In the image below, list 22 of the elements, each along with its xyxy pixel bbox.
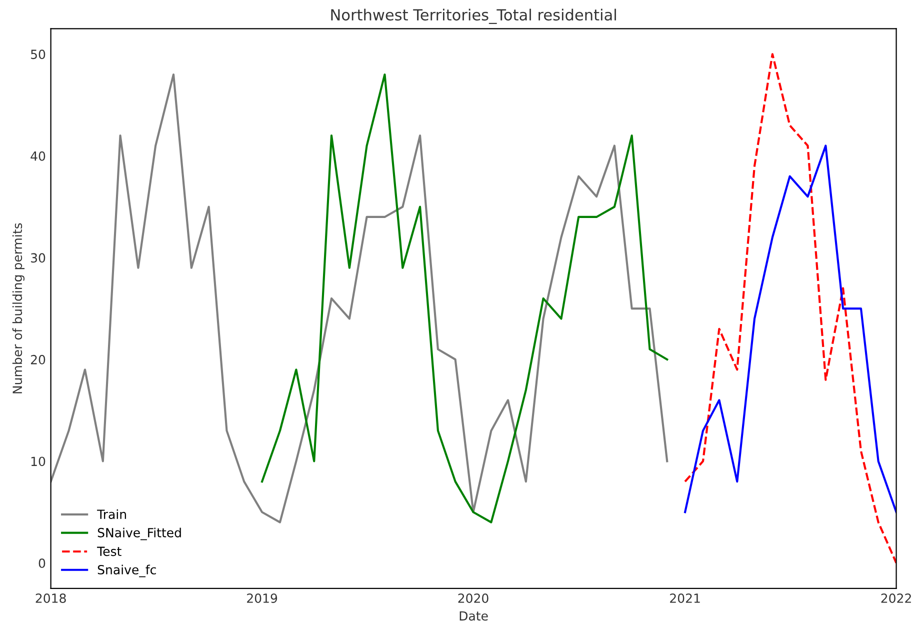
x-tick-label: 2019 [247,594,278,603]
line-series [260,73,668,524]
line-series [684,53,896,564]
y-axis-title: Number of building permits [12,223,24,394]
y-tick-label: 10 [31,456,46,466]
y-tick-label: 0 [38,558,46,568]
legend-label: Train [97,509,126,520]
x-tick-label: 2020 [458,594,488,603]
y-tick-label: 30 [31,253,46,263]
y-tick-label: 50 [31,50,46,60]
y-tick-label: 20 [30,354,46,364]
line-series [684,144,896,514]
legend-label: Snaive_fc [98,564,156,578]
x-tick-label: 2022 [881,594,911,603]
x-tick-label: 2021 [670,594,700,603]
chart-title: Northwest Territories_Total residential [331,8,616,24]
x-tick-label: 2018 [36,594,66,603]
y-tick-label: 40 [30,151,46,161]
legend-label: Test [97,546,122,556]
line-series [50,73,668,524]
legend-label: SNaive_Fitted [98,528,181,540]
x-axis-title: Date [460,611,488,621]
